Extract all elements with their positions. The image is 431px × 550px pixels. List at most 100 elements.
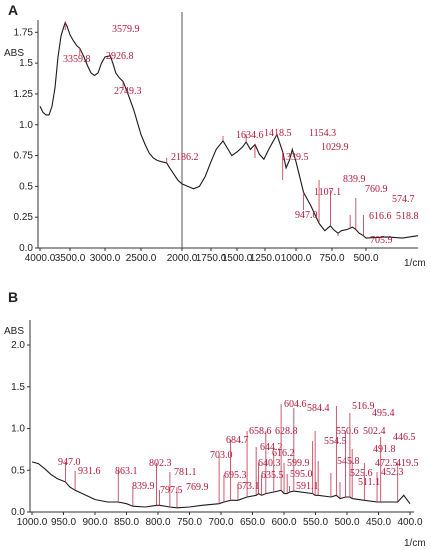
- x-tick-label: 1250.0: [250, 253, 281, 264]
- peak-label: 3579.9: [112, 24, 140, 35]
- panel-a-ylabel: ABS: [4, 48, 24, 59]
- peak-label: 574.7: [392, 194, 415, 205]
- x-tick-label: 500.0: [334, 517, 359, 528]
- spectrum-line: [39, 21, 419, 239]
- peak-label: 511.1: [358, 477, 380, 488]
- panel-a-plot: 0.0 0.25 0.5 0.75 1.0 1.25 1.5 1.75 4000.0 3500.0…: [14, 12, 419, 264]
- peak-label: 591.1: [296, 481, 319, 492]
- peak-label: 554.5: [324, 436, 347, 447]
- peak-label: 863.1: [115, 466, 138, 477]
- peak-label: 1634.6: [236, 130, 264, 141]
- panel-a-letter: A: [8, 2, 18, 18]
- peak-label: 839.9: [132, 481, 155, 492]
- peak-label: 839.9: [343, 174, 366, 185]
- x-tick-label: 4000.0: [25, 253, 56, 264]
- peak-label: 640.3: [258, 458, 281, 469]
- peak-label: 658.6: [249, 426, 272, 437]
- y-tick-label: 1.0: [19, 120, 33, 131]
- peak-label: 502.4: [363, 426, 386, 437]
- panel-b-letter: B: [8, 289, 18, 305]
- x-tick-label: 600.0: [271, 517, 296, 528]
- x-tick-label: 500.0: [353, 253, 378, 264]
- peak-label: 545.8: [337, 456, 360, 467]
- x-tick-label: 450.0: [366, 517, 391, 528]
- peak-label: 472.5: [375, 458, 398, 469]
- peak-label: 1107.1: [314, 187, 341, 198]
- x-tick-label: 950.0: [51, 517, 76, 528]
- peak-label: 2926.8: [106, 51, 134, 62]
- peak-label: 584.4: [307, 403, 330, 414]
- x-tick-label: 800.0: [145, 517, 170, 528]
- y-tick-label: 1.5: [11, 382, 25, 393]
- peak-label: 769.9: [186, 482, 209, 493]
- peak-label: 419.5: [396, 458, 419, 469]
- y-tick-label: 1.5: [19, 58, 33, 69]
- x-tick-label: 1000.0: [281, 253, 312, 264]
- peak-label: 616.6: [369, 211, 392, 222]
- x-tick-label: 2500.0: [126, 253, 157, 264]
- y-tick-label: 1.25: [14, 89, 34, 100]
- x-tick-label: 1000.0: [17, 517, 48, 528]
- x-tick-label: 550.0: [303, 517, 328, 528]
- peak-label: 781.1: [174, 467, 197, 478]
- peak-label: 2749.3: [114, 86, 142, 97]
- peak-label: 2186.2: [171, 152, 199, 163]
- x-tick-label: 700.0: [208, 517, 233, 528]
- peak-label: 1154.3: [309, 128, 336, 139]
- peak-label: 947.0: [295, 210, 318, 221]
- x-tick-label: 750.0: [177, 517, 202, 528]
- y-tick-label: 1.0: [11, 424, 25, 435]
- y-tick-label: 0.75: [14, 151, 34, 162]
- peak-label: 760.9: [365, 184, 388, 195]
- peak-label: 684.7: [226, 435, 249, 446]
- spectrum-line: [31, 461, 411, 509]
- x-tick-label: 2000.0: [167, 253, 198, 264]
- peak-label: 635.5: [261, 470, 284, 481]
- peak-label: 705.9: [370, 235, 393, 246]
- y-tick-label: 0.0: [19, 243, 33, 254]
- x-tick-label: 850.0: [114, 517, 139, 528]
- peak-label: 802.3: [149, 458, 172, 469]
- x-tick-label: 650.0: [240, 517, 265, 528]
- x-tick-label: 1500.0: [222, 253, 253, 264]
- peak-label: 673.1: [237, 481, 260, 492]
- panel-b-plot: 0.0 0.5 1.0 1.5 2.0 1000.0 950.0 900.0 850.0 800.…: [11, 320, 423, 528]
- peak-label: 797.5: [160, 485, 183, 496]
- y-tick-label: 0.0: [11, 507, 25, 518]
- peak-label: 599.9: [287, 458, 310, 469]
- panel-b-xunit: 1/cm: [404, 538, 426, 549]
- peak-label: 516.9: [352, 401, 375, 412]
- peak-label: 1029.9: [321, 142, 349, 153]
- peak-label: 525.6: [350, 468, 373, 479]
- x-tick-label: 1750.0: [196, 253, 227, 264]
- peak-label: 947.0: [58, 457, 81, 468]
- peak-label: 446.5: [393, 432, 416, 443]
- y-tick-label: 1.75: [14, 27, 34, 38]
- peak-label: 518.8: [396, 211, 419, 222]
- x-tick-label: 400.0: [397, 517, 422, 528]
- y-tick-label: 0.5: [11, 465, 25, 476]
- x-tick-label: 3500.0: [55, 253, 86, 264]
- peak-label: 3359.8: [63, 54, 91, 65]
- peak-label: 604.6: [284, 399, 307, 410]
- x-tick-label: 900.0: [82, 517, 107, 528]
- y-tick-label: 0.25: [14, 212, 34, 223]
- panel-a-xunit: 1/cm: [404, 258, 426, 269]
- peak-label: 628.8: [275, 426, 298, 437]
- peak-label: 550.6: [336, 426, 359, 437]
- peak-label: 595.0: [290, 469, 313, 480]
- peak-label: 491.8: [373, 444, 396, 455]
- peak-label: 616.2: [272, 448, 295, 459]
- peak-label: 644.2: [260, 442, 283, 453]
- x-tick-label: 3000.0: [90, 253, 121, 264]
- peak-label: 703.0: [210, 450, 233, 461]
- x-tick-label: 750.0: [319, 253, 344, 264]
- peak-label: 931.6: [78, 466, 101, 477]
- panel-b-ylabel: ABS: [4, 326, 24, 337]
- peak-label: 452.3: [381, 467, 404, 478]
- peak-label: 495.4: [372, 408, 395, 419]
- peak-label: 695.3: [224, 470, 247, 481]
- peak-label: 1418.5: [264, 128, 292, 139]
- peak-label: 1339.5: [281, 152, 309, 163]
